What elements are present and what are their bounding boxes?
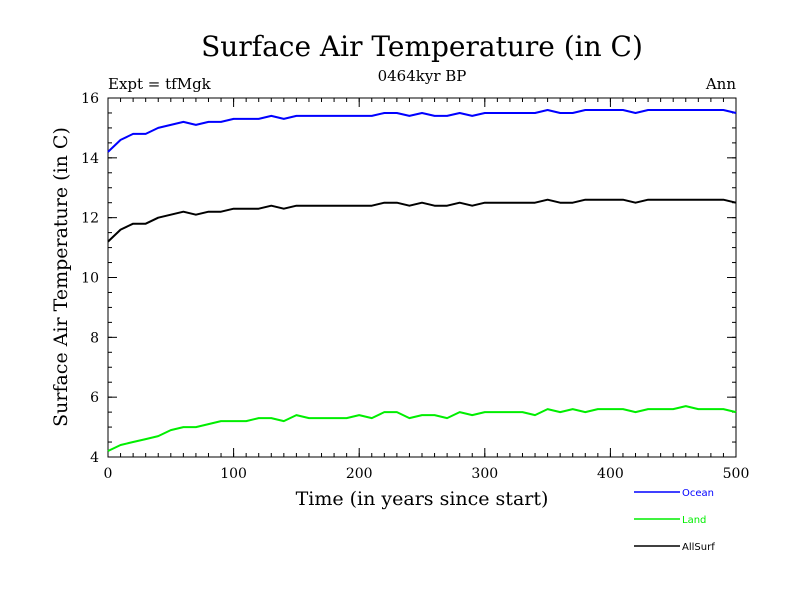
series-line-land [107, 405, 737, 452]
series-line-allsurf [107, 198, 737, 243]
chart-title: Surface Air Temperature (in C) [201, 30, 643, 63]
plot-frame [107, 97, 737, 458]
y-tick-label: 16 [81, 91, 99, 107]
plot-area: 0 100 200 300 400 500 4 6 8 10 12 14 16 [81, 91, 749, 482]
y-tick-label: 8 [90, 330, 99, 346]
chart-subtitle: 0464kyr BP [378, 67, 467, 85]
series-line-ocean [107, 109, 737, 153]
legend: Ocean Land AllSurf [634, 488, 715, 553]
x-tick-label: 400 [597, 466, 624, 482]
experiment-label: Expt = tfMgk [108, 75, 212, 93]
x-tick-label: 100 [220, 466, 247, 482]
y-tick-label: 14 [81, 151, 99, 167]
x-tick-label: 200 [346, 466, 373, 482]
y-tick-label: 4 [90, 450, 99, 466]
season-label: Ann [705, 75, 736, 93]
y-tick-label: 10 [81, 271, 99, 287]
x-tick-label: 500 [723, 466, 750, 482]
y-tick-label: 6 [90, 390, 99, 406]
x-axis-label: Time (in years since start) [296, 488, 549, 510]
x-tick-label: 300 [471, 466, 498, 482]
legend-label-allsurf: AllSurf [682, 542, 715, 553]
legend-label-land: Land [682, 515, 706, 526]
y-tick-label: 12 [81, 211, 99, 227]
legend-label-ocean: Ocean [682, 488, 714, 499]
y-axis-label: Surface Air Temperature (in C) [50, 127, 72, 427]
x-tick-label: 0 [104, 466, 113, 482]
